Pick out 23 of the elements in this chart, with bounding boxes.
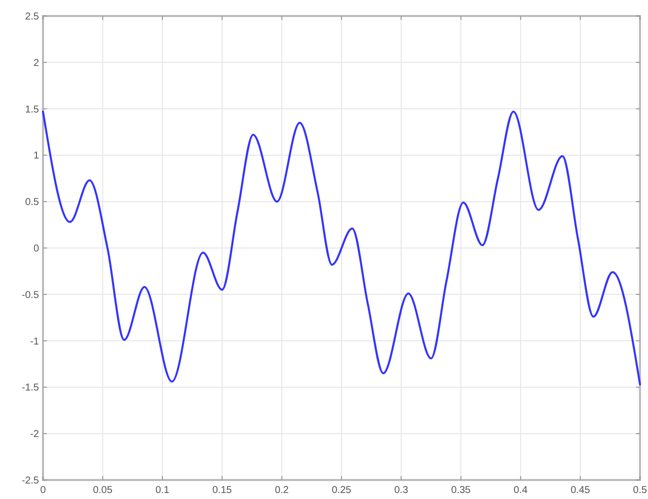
x-tick-label: 0.15 (212, 485, 232, 496)
x-tick-label: 0.4 (514, 485, 528, 496)
x-tick-label: 0.05 (92, 485, 113, 496)
y-tick-label: 0 (33, 244, 40, 254)
x-tick-label: 0.2 (274, 485, 290, 496)
y-tick-label: -0.5 (22, 290, 40, 301)
x-tick-label: 0.45 (570, 485, 590, 496)
y-tick-label: -1 (30, 336, 40, 348)
x-tick-label: 0.35 (451, 485, 472, 496)
x-tick-label: 0.1 (155, 485, 170, 496)
x-tick-label: 0.3 (394, 485, 409, 496)
x-tick-label: 0 (40, 485, 46, 496)
x-tick-label: 0.25 (332, 485, 352, 496)
y-tick-label: -2.5 (22, 476, 40, 486)
x-tick-label: 0.5 (633, 485, 648, 496)
y-tick-label: 2 (33, 58, 40, 69)
y-tick-label: 0.5 (25, 197, 40, 208)
y-tick-label: 1 (33, 150, 40, 162)
y-tick-label: -1.5 (22, 382, 40, 394)
y-tick-label: -2 (30, 429, 40, 440)
y-tick-label: 2.5 (25, 12, 40, 22)
y-tick-label: 1.5 (25, 104, 40, 116)
line-series (42, 110, 641, 386)
